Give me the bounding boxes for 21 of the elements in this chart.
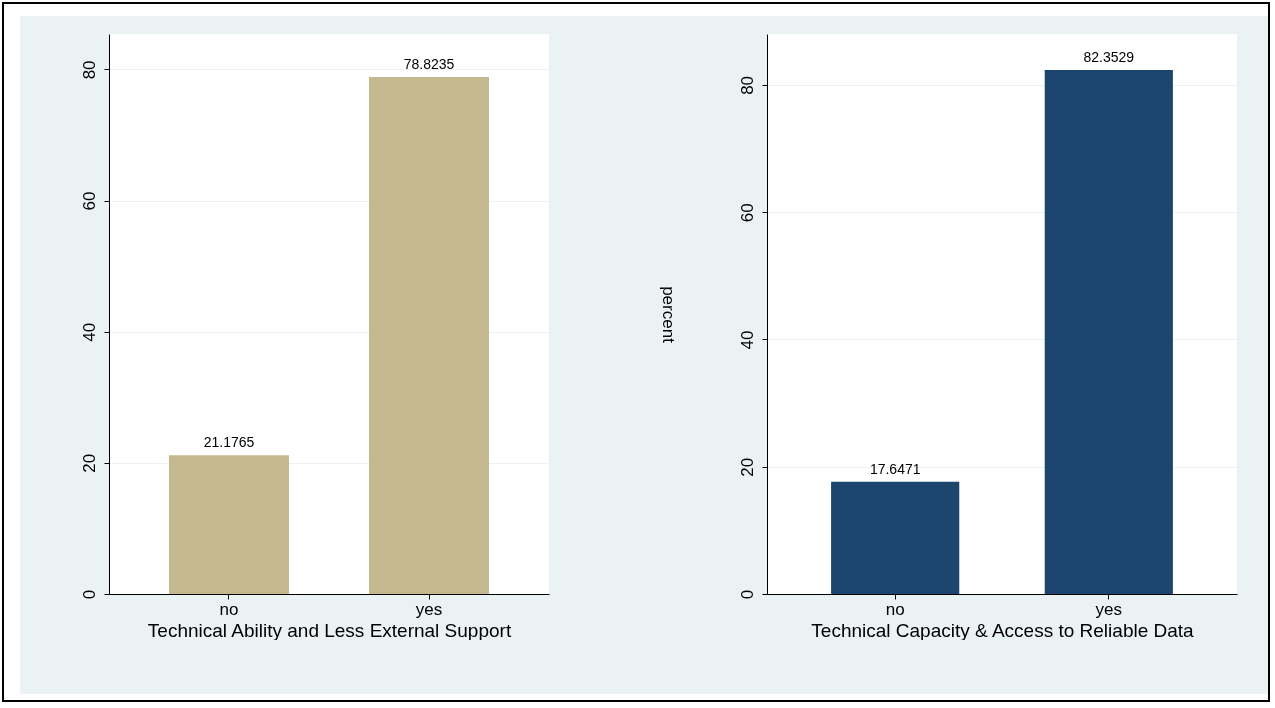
- x-tick-label: no: [219, 599, 239, 619]
- y-tick-label: 20: [79, 453, 99, 473]
- x-tick-label: yes: [415, 599, 443, 619]
- data-label: 82.3529: [1083, 48, 1135, 65]
- y-axis-title: percent: [658, 286, 678, 344]
- x-axis-title: Technical Capacity & Access to Reliable Data: [811, 619, 1195, 641]
- y-tick-label: 60: [79, 191, 99, 211]
- y-tick-label: 0: [737, 589, 757, 600]
- y-tick-label: 20: [737, 457, 757, 477]
- y-tick-label: 0: [79, 589, 99, 600]
- y-tick-label: 40: [79, 322, 99, 342]
- data-label: 78.8235: [403, 56, 455, 73]
- x-tick-label: no: [885, 599, 905, 619]
- x-tick-label: yes: [1095, 599, 1123, 619]
- x-axis-title: Technical Ability and Less External Support: [147, 619, 512, 641]
- data-label: 21.1765: [203, 434, 255, 451]
- y-tick-label: 60: [737, 203, 757, 223]
- y-tick-label: 80: [737, 75, 757, 95]
- y-tick-label: 40: [737, 330, 757, 350]
- y-tick-label: 80: [79, 60, 99, 80]
- data-label: 17.6471: [869, 460, 921, 477]
